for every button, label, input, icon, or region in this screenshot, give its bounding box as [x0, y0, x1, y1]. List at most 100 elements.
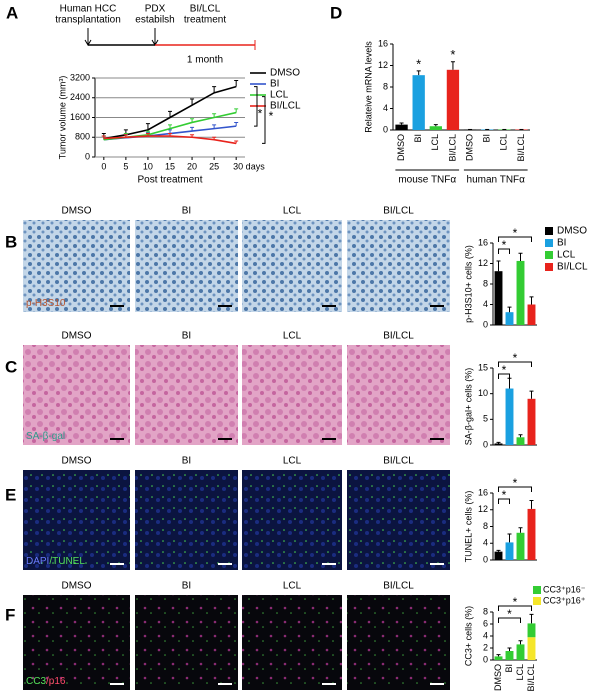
significance: *: [269, 109, 274, 123]
x-tick-label: 25: [209, 161, 219, 171]
micrograph: [242, 470, 342, 570]
y-tick-label: 0: [483, 654, 488, 664]
y-tick-label: 2400: [70, 92, 90, 102]
error-bar: [168, 110, 172, 118]
bar-segment: [494, 656, 503, 660]
error-bar: [529, 296, 534, 305]
significance: *: [513, 595, 518, 609]
x-tick-label: 10: [143, 161, 153, 171]
x-tick-label: BI: [504, 664, 514, 673]
significance: *: [258, 107, 263, 121]
legend-label: BI/LCL: [557, 262, 588, 273]
error-bar: [507, 533, 512, 543]
x-tick-label: 5: [123, 161, 128, 171]
error-bar: [190, 134, 195, 138]
bar: [412, 75, 425, 130]
y-tick-label: 8: [483, 521, 488, 531]
y-tick-label: 3200: [70, 72, 90, 82]
significance: *: [513, 351, 518, 365]
x-tick-label: LCL: [430, 134, 440, 151]
error-bar: [416, 70, 421, 76]
bracket: [498, 373, 510, 379]
image-label: BI: [182, 331, 191, 342]
error-bar: [168, 133, 172, 137]
significance: *: [502, 488, 507, 502]
bar: [505, 388, 514, 445]
error-bar: [212, 124, 217, 129]
error-bar: [529, 500, 534, 509]
y-tick-label: 15: [478, 362, 488, 372]
bracket: [498, 486, 532, 492]
bar: [527, 508, 536, 560]
error-bar: [450, 61, 455, 70]
timeline-label: BI/LCL: [190, 4, 221, 15]
legend-label: DMSO: [270, 68, 300, 79]
y-tick-label: 0: [383, 124, 388, 134]
legend-swatch: [545, 239, 553, 247]
y-axis-label: p-H3S10+ cells (%): [463, 245, 473, 323]
y-tick-label: 16: [478, 237, 488, 247]
panel-letter: F: [5, 605, 15, 624]
significance: *: [502, 363, 507, 377]
y-axis-label: SA-β-gal+ cells (%): [463, 368, 473, 445]
panel-letter: E: [5, 485, 16, 504]
y-tick-label: 0: [85, 151, 90, 161]
image-label: LCL: [283, 331, 302, 342]
error-bar: [123, 134, 128, 138]
y-tick-label: 8: [483, 606, 488, 616]
error-bar: [234, 140, 239, 144]
error-bar: [234, 79, 239, 87]
y-tick-label: 16: [378, 38, 388, 48]
significance: *: [502, 238, 507, 252]
bar-segment: [516, 644, 525, 660]
micrograph: [135, 595, 238, 690]
image-label: DMSO: [62, 581, 92, 592]
stain-label: CC3/p16: [26, 676, 66, 687]
x-tick-label: 30 days: [233, 161, 265, 171]
error-bar: [212, 86, 217, 93]
image-label: BI/LCL: [383, 456, 414, 467]
x-tick-label: LCL: [515, 664, 525, 681]
y-axis-label: CC3+ cells (%): [463, 606, 473, 666]
legend-swatch: [545, 227, 553, 235]
stain-part: /p16: [46, 676, 66, 687]
y-tick-label: 8: [483, 278, 488, 288]
x-tick-label: DMSO: [396, 134, 406, 161]
bar: [505, 542, 514, 560]
y-tick-label: 4: [483, 630, 488, 640]
x-tick-label: BI: [482, 134, 492, 143]
bar: [527, 304, 536, 325]
micrograph: [347, 470, 450, 570]
legend-label: BI/LCL: [270, 101, 301, 112]
legend-label: CC3⁺p16⁺: [543, 595, 586, 605]
y-tick-label: 5: [483, 414, 488, 424]
error-bar: [168, 129, 172, 134]
bracket: [498, 361, 532, 367]
legend-label: LCL: [557, 250, 576, 261]
error-bar: [190, 126, 195, 132]
y-tick-label: 10: [478, 388, 488, 398]
bar: [494, 443, 503, 445]
x-tick-label: BI/LCL: [526, 664, 536, 692]
error-bar: [101, 135, 106, 139]
micrograph: [23, 595, 130, 690]
error-bar: [518, 252, 523, 261]
panel-letter: B: [5, 232, 17, 251]
error-bar: [234, 121, 239, 127]
bar: [446, 69, 460, 130]
x-tick-label: LCL: [499, 134, 509, 151]
bar: [516, 260, 525, 325]
y-tick-label: 4: [483, 299, 488, 309]
bar: [494, 271, 503, 325]
micrograph: [135, 345, 238, 445]
image-label: BI: [182, 581, 191, 592]
x-tick-label: BI: [413, 134, 423, 143]
image-label: DMSO: [62, 206, 92, 217]
error-bar: [496, 654, 501, 657]
micrograph: [23, 345, 130, 445]
x-tick-label: 0: [101, 161, 106, 171]
significance: *: [416, 56, 421, 71]
error-bar: [212, 136, 217, 140]
timeline-duration: 1 month: [187, 55, 223, 66]
